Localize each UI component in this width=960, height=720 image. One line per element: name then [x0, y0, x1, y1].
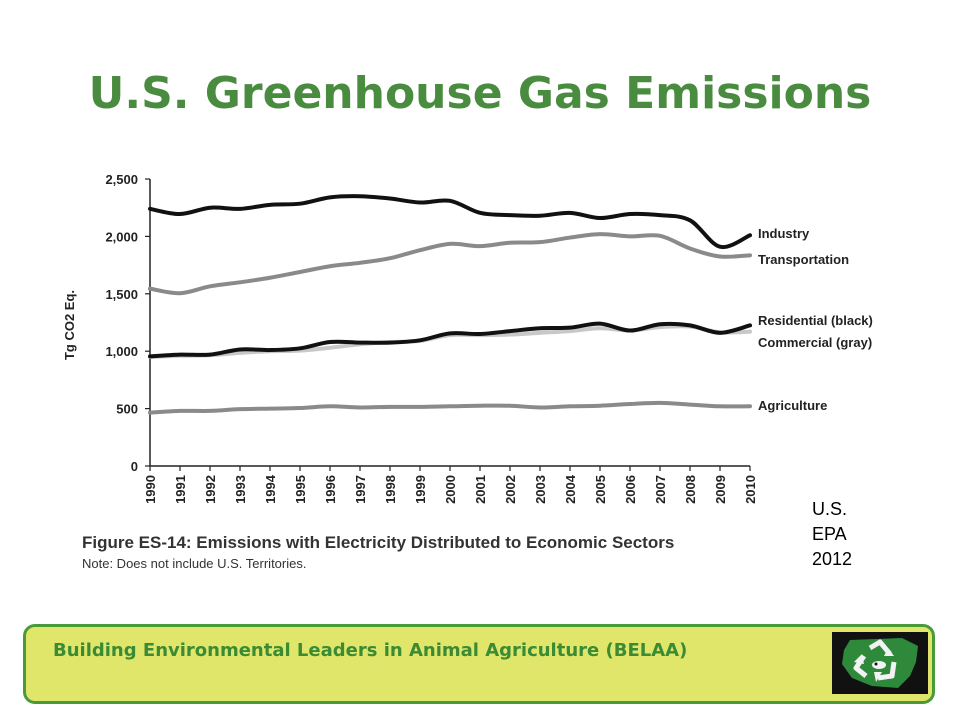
x-tick-label: 2009 — [713, 475, 728, 504]
source-citation: U.S. EPA 2012 — [812, 497, 872, 572]
y-tick-label: 1,500 — [105, 287, 138, 302]
y-axis-label: Tg CO2 Eq. — [62, 290, 77, 360]
series-labels: Industry Transportation Residential (black… — [758, 226, 873, 413]
source-line: 2012 — [812, 549, 853, 569]
series-line-transportation — [148, 232, 752, 296]
x-tick-label: 2003 — [533, 475, 548, 504]
x-tick-label: 2000 — [443, 475, 458, 504]
x-tick-label: 2010 — [743, 475, 758, 504]
x-tick-label: 1996 — [323, 475, 338, 504]
x-tick-label: 1998 — [383, 475, 398, 504]
series-line-industry — [148, 194, 752, 250]
y-tick-label: 2,500 — [105, 172, 138, 187]
slide-title: U.S. Greenhouse Gas Emissions — [88, 68, 872, 119]
series-label-commercial: Commercial (gray) — [758, 335, 872, 350]
y-tick-label: 2,000 — [105, 229, 138, 244]
x-axis-ticks: 1990 1991 1992 1993 1994 1995 1996 1997 1998 1999… — [143, 466, 758, 504]
x-tick-label: 2006 — [623, 475, 638, 504]
source-line: EPA — [812, 524, 847, 544]
x-tick-label: 2002 — [503, 475, 518, 504]
source-line: U.S. — [812, 499, 848, 519]
y-tick-label: 500 — [116, 402, 138, 417]
series-label-industry: Industry — [758, 226, 810, 241]
y-tick-label: 0 — [131, 459, 138, 474]
figure-note: Note: Does not include U.S. Territories. — [82, 556, 307, 571]
x-tick-label: 1992 — [203, 475, 218, 504]
y-axis-ticks: 0 500 1,000 1,500 2,000 2,500 — [105, 172, 150, 474]
y-tick-label: 1,000 — [105, 344, 138, 359]
figure-caption: Figure ES-14: Emissions with Electricity… — [82, 533, 675, 552]
series-lines — [148, 194, 752, 415]
footer-text: Building Environmental Leaders in Animal… — [53, 640, 688, 661]
x-tick-label: 1994 — [263, 474, 278, 504]
recycle-logo-icon — [832, 632, 928, 694]
x-tick-label: 2007 — [653, 475, 668, 504]
series-label-transportation: Transportation — [758, 252, 849, 267]
x-tick-label: 2001 — [473, 475, 488, 504]
series-line-residential — [148, 321, 752, 359]
x-tick-label: 1993 — [233, 475, 248, 504]
x-tick-label: 1995 — [293, 475, 308, 504]
x-tick-label: 1999 — [413, 475, 428, 504]
series-line-commercial — [148, 324, 752, 359]
x-tick-label: 1997 — [353, 475, 368, 504]
x-tick-label: 1991 — [173, 475, 188, 504]
x-tick-label: 2005 — [593, 475, 608, 504]
x-tick-label: 2008 — [683, 475, 698, 504]
series-label-agriculture: Agriculture — [758, 398, 827, 413]
x-tick-label: 1990 — [143, 475, 158, 504]
series-label-residential: Residential (black) — [758, 313, 873, 328]
x-tick-label: 2004 — [563, 474, 578, 504]
footer-bar — [23, 624, 935, 704]
series-line-agriculture — [148, 400, 752, 415]
